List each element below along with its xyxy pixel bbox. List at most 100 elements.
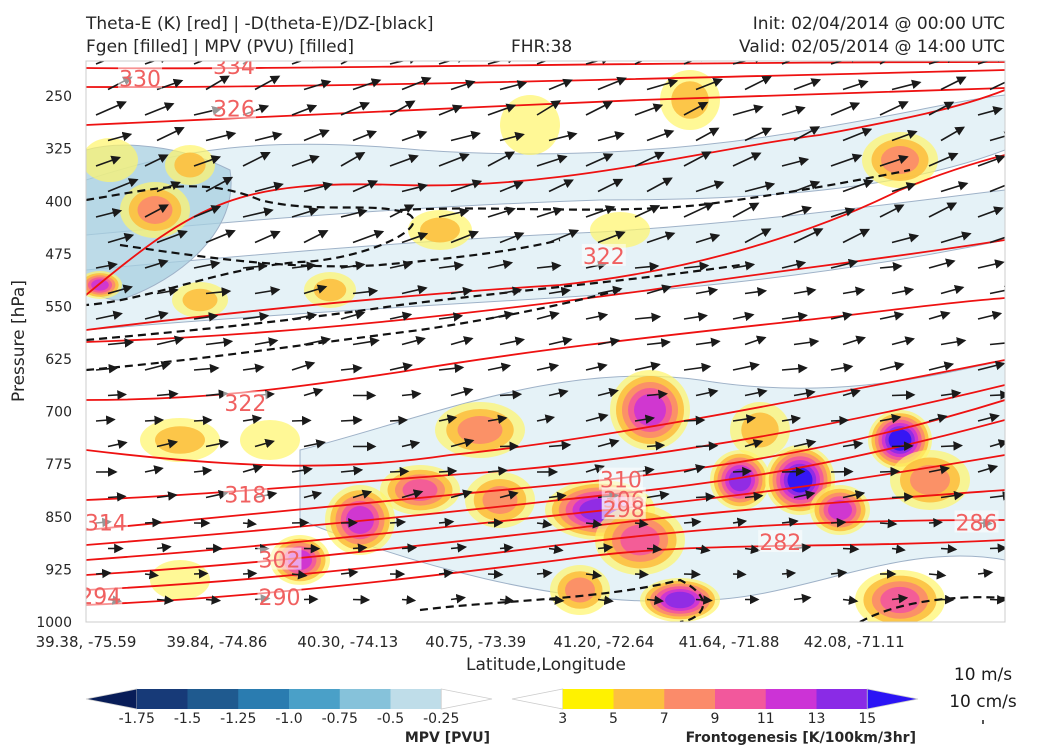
x-tick-label: 42.08, -71.11 xyxy=(804,633,905,651)
theta-e-contour xyxy=(86,489,1005,576)
wind-vector xyxy=(487,362,512,372)
wind-vector xyxy=(389,311,413,321)
wind-vector xyxy=(695,233,721,244)
fgen-colorbar-segment xyxy=(562,689,614,709)
wind-vector xyxy=(891,593,909,604)
wind-vector xyxy=(548,440,572,451)
wind-vector xyxy=(487,466,508,476)
wind-vector xyxy=(695,492,716,502)
wind-vector xyxy=(389,100,416,116)
wind-vector xyxy=(830,415,849,426)
wind-vector xyxy=(842,490,866,500)
fgen-colorbar-segment xyxy=(816,689,868,709)
wind-vector xyxy=(340,363,363,374)
theta-e-label-bg xyxy=(601,497,646,520)
wind-vector xyxy=(879,518,898,529)
fgen-colorbar-segment xyxy=(866,688,919,710)
wind-vector xyxy=(830,311,853,321)
wind-vector xyxy=(389,204,415,218)
wind-vector xyxy=(450,387,474,397)
wind-vector xyxy=(732,311,755,322)
wind-vector xyxy=(242,363,265,373)
chart-title-fhr: FHR:38 xyxy=(511,37,573,57)
wind-vector xyxy=(891,390,916,400)
wind-vector xyxy=(340,465,364,476)
wind-vector xyxy=(585,464,605,474)
x-tick-label: 40.75, -73.39 xyxy=(425,633,526,651)
theta-e-label-bg xyxy=(223,391,268,414)
wind-vector xyxy=(879,311,905,321)
wind-vector xyxy=(830,517,847,528)
wind-vector xyxy=(732,152,762,167)
wind-key-horizontal: 10 m/s xyxy=(954,665,1012,685)
wind-vector xyxy=(487,151,516,167)
wind-vector xyxy=(793,286,817,296)
wind-vector xyxy=(928,258,956,269)
wind-vector xyxy=(646,129,675,142)
wind-vector xyxy=(450,593,466,604)
wind-vector xyxy=(891,129,918,142)
theta-e-label: 314 xyxy=(85,511,127,536)
frontogenesis-fill xyxy=(174,152,206,178)
mpv-colorbar-segment xyxy=(238,689,290,709)
wind-vector xyxy=(499,543,514,553)
fgen-colorbar-tick: 7 xyxy=(660,711,669,727)
wind-vector xyxy=(193,205,222,218)
frontogenesis-fill xyxy=(634,394,666,426)
wind-vector xyxy=(401,231,429,244)
stability-contour xyxy=(86,263,741,342)
wind-vector xyxy=(781,517,799,527)
wind-vector xyxy=(683,312,708,322)
mpv-colorbar-label: MPV [PVU] xyxy=(405,730,490,746)
theta-e-label-bg xyxy=(581,243,626,266)
wind-vector xyxy=(989,131,1005,142)
wind-vector xyxy=(879,413,902,424)
wind-vector xyxy=(781,61,809,65)
wind-vector xyxy=(646,389,668,400)
wind-vector xyxy=(340,310,366,320)
wind-vector xyxy=(977,206,1004,218)
wind-vector xyxy=(940,490,964,501)
wind-vector xyxy=(989,491,1005,501)
wind-vector xyxy=(144,569,159,580)
wind-vector xyxy=(205,389,229,400)
wind-vector xyxy=(646,595,664,606)
wind-vector xyxy=(352,336,380,347)
fgen-colorbar-segment xyxy=(613,689,665,709)
wind-vector xyxy=(744,387,768,398)
wind-vector xyxy=(646,284,672,295)
wind-vector xyxy=(597,387,619,398)
wind-vector xyxy=(156,286,179,297)
wind-vector xyxy=(928,61,957,65)
wind-vector xyxy=(107,178,139,193)
wind-vector xyxy=(95,260,118,271)
x-axis-label: Latitude,Longitude xyxy=(466,655,626,675)
wind-vector xyxy=(597,131,625,142)
wind-vector xyxy=(744,491,764,502)
wind-vector xyxy=(254,230,281,244)
wind-vector xyxy=(695,337,721,348)
mpv-colorbar-segment xyxy=(339,689,391,709)
stability-contour xyxy=(119,238,561,268)
wind-vector xyxy=(144,517,162,528)
wind-vector xyxy=(536,100,562,116)
wind-vector xyxy=(303,79,332,91)
wind-vector xyxy=(499,231,525,244)
wind-vector xyxy=(450,336,474,346)
frontogenesis-fill xyxy=(313,278,347,302)
wind-vector xyxy=(842,335,866,346)
frontogenesis-fill xyxy=(565,577,595,603)
wind-vector xyxy=(499,80,528,91)
wind-vector xyxy=(732,261,756,271)
wind-vector xyxy=(156,491,178,501)
frontogenesis-fill xyxy=(182,288,218,312)
mpv-colorbar-segment xyxy=(136,689,188,709)
wind-vector xyxy=(977,464,999,474)
wind-vector xyxy=(95,415,116,425)
wind-vector xyxy=(989,543,1005,554)
mpv-colorbar-tick: -0.75 xyxy=(322,711,358,727)
wind-vector xyxy=(499,180,524,193)
theta-e-label: 294 xyxy=(79,585,121,610)
wind-vector xyxy=(438,61,467,65)
wind-vector xyxy=(352,489,373,499)
